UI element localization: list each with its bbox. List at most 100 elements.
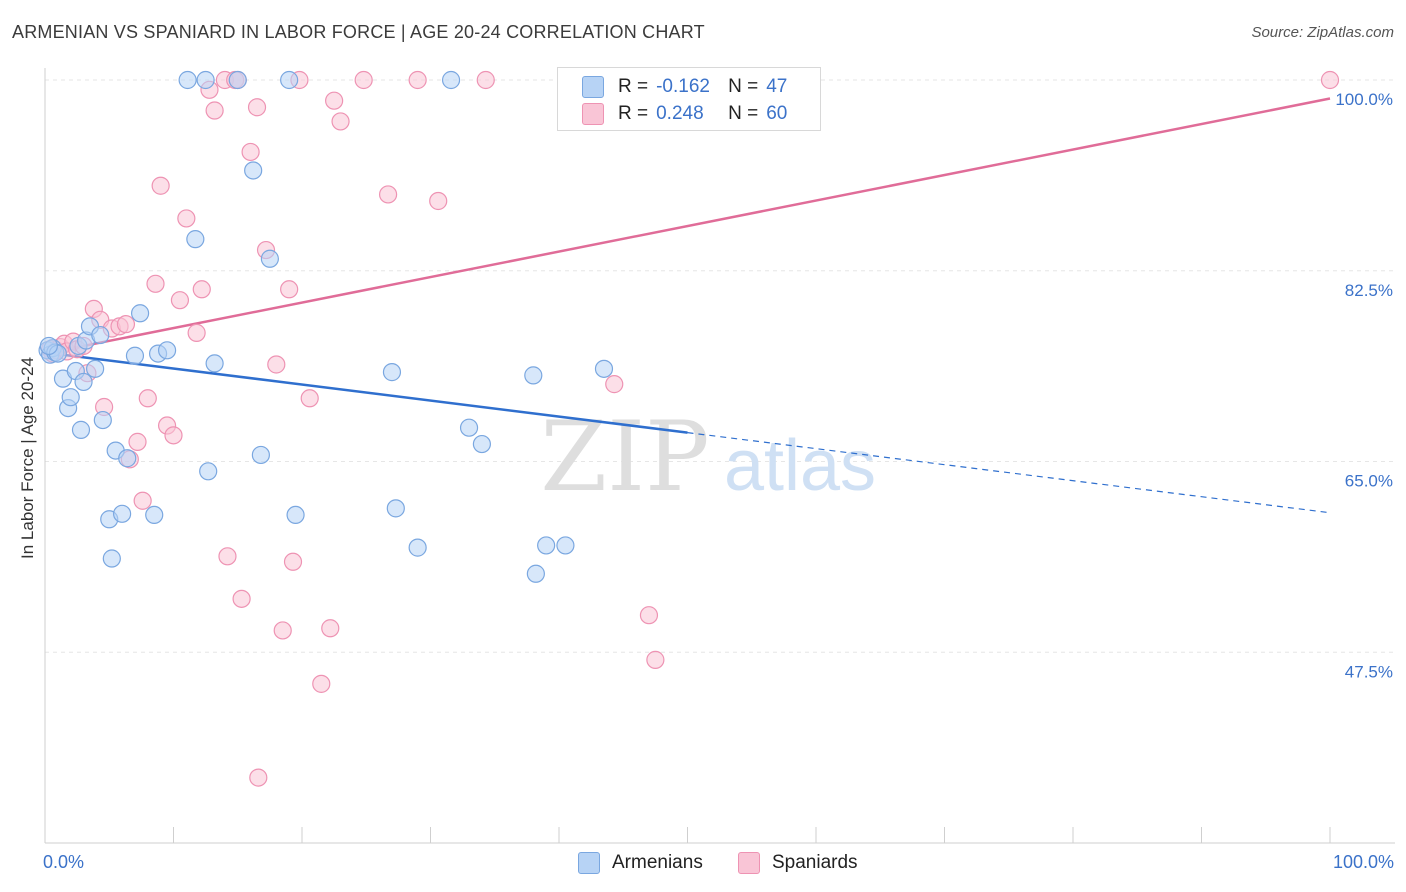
series-legend: Armenians Spaniards [0,852,1406,878]
point-armenian [186,230,205,249]
point-spaniard [331,112,350,131]
n-label: N = [728,103,759,124]
point-armenian [286,505,305,525]
point-armenian [472,434,491,454]
y-tick-label: 100.0% [1335,90,1393,109]
point-armenian [441,70,461,90]
point-spaniard [249,768,268,787]
point-armenian [91,325,110,345]
point-armenian [196,70,215,90]
point-armenian [157,341,177,360]
armenians-swatch [582,76,604,98]
chart-title: ARMENIAN VS SPANIARD IN LABOR FORCE | AG… [12,22,705,42]
point-armenian [178,70,197,90]
legend-spaniards-label: Spaniards [772,852,858,873]
y-tick-label: 47.5% [1345,662,1393,681]
point-spaniard [429,191,448,211]
point-armenian [408,538,427,557]
x-tick-label-max: 100.0% [1332,852,1394,872]
y-tick-labels: 100.0% 82.5% 65.0% 47.5% [1335,90,1393,681]
armenians-swatch [578,852,600,874]
point-spaniard [241,142,260,162]
point-armenian [102,549,121,568]
point-armenian [537,536,556,555]
point-armenian [244,161,263,180]
correlation-legend: R = -0.162 N = 47 R = 0.248 N = 60 [557,67,821,131]
point-spaniard [280,280,299,299]
y-tick-label: 82.5% [1345,281,1393,300]
point-spaniard [187,323,206,342]
watermark-zip: ZIP [540,401,709,513]
r-value: 0.248 [656,103,704,124]
point-spaniard [164,426,183,445]
point-armenian [260,249,279,268]
point-spaniard [247,98,267,117]
point-armenian [130,304,150,323]
r-label: R = [618,103,649,124]
watermark-atlas: atlas [724,426,876,506]
n-value: 47 [766,76,788,97]
source-credit: Source: ZipAtlas.com [1251,24,1394,41]
point-armenian [145,505,164,525]
point-armenian [251,445,270,465]
point-armenian [74,372,93,392]
point-spaniard [128,432,147,451]
x-tick-label-min: 0.0% [43,852,85,872]
point-armenian [125,346,145,365]
point-spaniard [133,491,152,510]
point-spaniard [321,619,340,638]
point-armenian [526,564,545,583]
point-spaniard [646,650,665,669]
point-spaniard [192,280,211,299]
series-armenians [38,70,614,583]
point-spaniard [151,176,170,195]
point-spaniard [300,389,319,408]
point-armenian [61,388,80,407]
point-armenian [382,363,402,382]
trend-line-armenians [44,351,688,434]
r-label: R = [618,76,649,97]
point-armenian [594,359,614,378]
point-armenian [524,366,543,385]
point-spaniard [218,547,237,566]
point-spaniard [138,389,157,408]
point-armenian [71,420,91,439]
trend-lines [44,97,1331,514]
point-spaniard [232,589,251,608]
spaniards-swatch [582,103,604,125]
n-value: 60 [766,103,788,124]
point-armenian [228,70,247,90]
legend-item-spaniards: Spaniards [738,852,858,874]
point-spaniard [116,315,136,334]
legend-row-armenians: R = -0.162 N = 47 [582,74,787,100]
point-spaniard [354,70,373,90]
legend-armenians-label: Armenians [612,852,703,873]
watermark: ZIP atlas [540,401,876,513]
point-spaniard [267,355,286,374]
point-spaniard [378,185,398,204]
point-armenian [86,359,105,378]
point-spaniard [312,674,331,693]
spaniards-swatch [738,852,760,874]
n-label: N = [728,76,759,97]
point-spaniard [177,209,196,228]
point-armenian [199,462,218,481]
axes [44,68,1395,844]
point-armenian [39,336,58,356]
point-spaniard [325,91,344,110]
point-spaniard [408,70,427,90]
point-spaniard [1320,70,1340,90]
point-spaniard [476,70,495,90]
point-spaniard [605,375,624,394]
point-armenian [459,418,479,437]
legend-row-spaniards: R = 0.248 N = 60 [582,101,787,127]
point-spaniard [283,552,303,571]
legend-item-armenians: Armenians [578,852,703,874]
trend-line-armenians-extrapolated [687,432,1331,514]
point-armenian [93,410,112,430]
point-armenian [118,449,137,468]
trend-line-spaniards [44,97,1331,355]
r-value: -0.162 [656,76,710,97]
point-armenian [386,499,405,518]
